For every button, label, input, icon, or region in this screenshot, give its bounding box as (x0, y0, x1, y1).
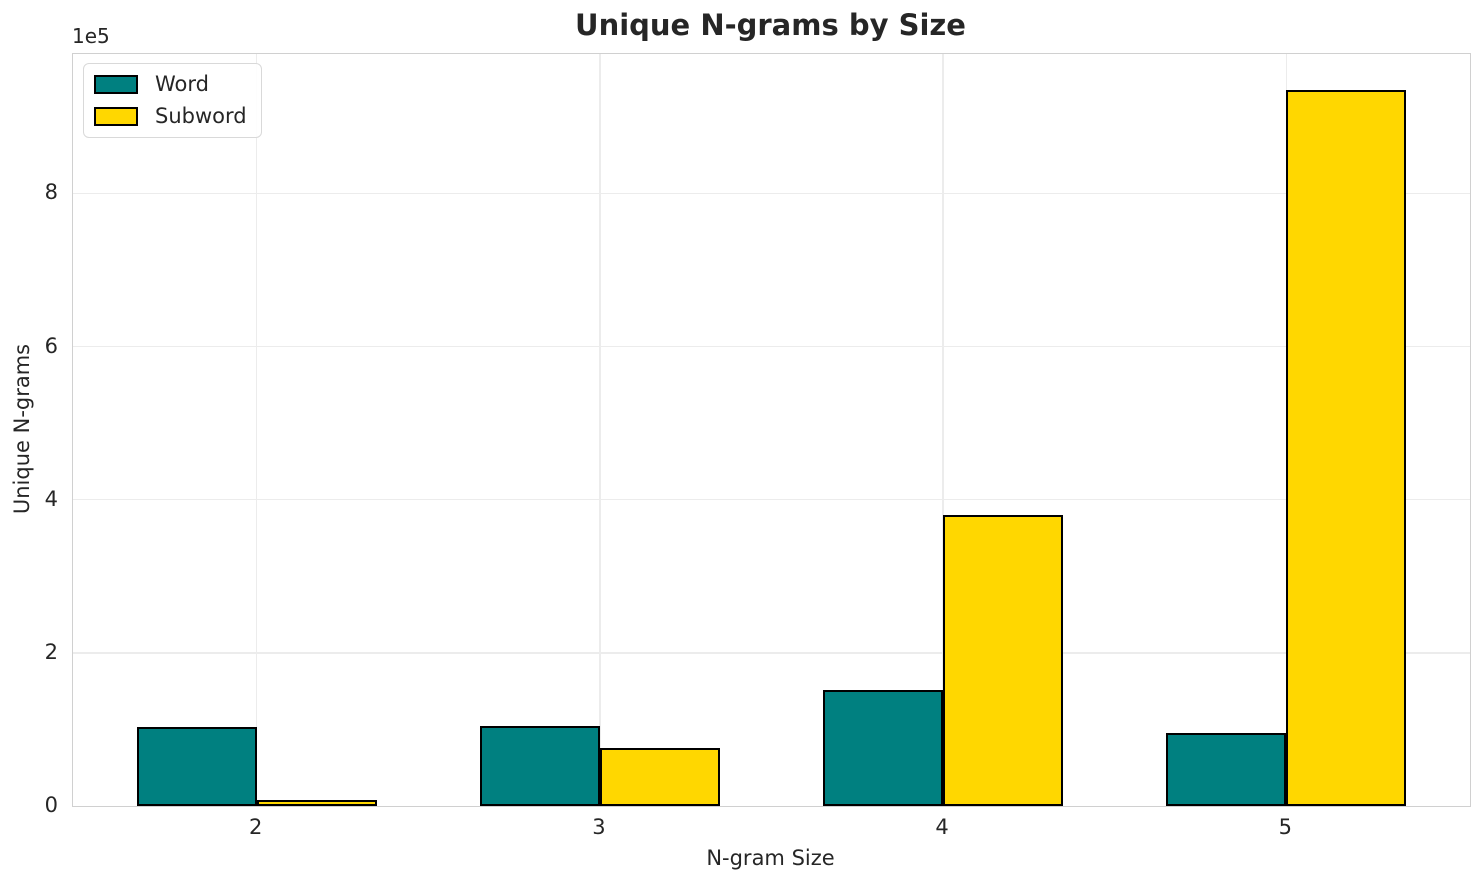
y-axis-offset-text: 1e5 (72, 24, 110, 48)
bar-word-2 (136, 727, 257, 806)
plot-area: Word Subword (72, 53, 1471, 807)
x-tick-label-2: 2 (248, 815, 263, 839)
y-tick-label-4: 4 (44, 486, 58, 511)
x-tick-label-5: 5 (1278, 815, 1293, 839)
gridline-horizontal (73, 345, 1470, 348)
legend-label-word: Word (155, 72, 209, 96)
y-tick-label-8: 8 (44, 180, 58, 205)
bar-word-4 (822, 689, 944, 806)
bar-subword-4 (943, 515, 1064, 806)
legend-swatch-word (94, 75, 138, 95)
gridline-vertical (255, 54, 258, 806)
gridline-horizontal (73, 192, 1470, 195)
y-tick-label-6: 6 (44, 333, 58, 358)
gridline-vertical (942, 54, 944, 806)
legend-label-subword: Subword (155, 104, 247, 129)
bar-subword-2 (256, 799, 377, 806)
gridline-horizontal (73, 498, 1470, 501)
bar-subword-5 (1286, 90, 1407, 806)
bar-subword-3 (599, 747, 720, 806)
y-axis-label: Unique N-grams (10, 343, 34, 515)
bar-word-3 (479, 726, 600, 806)
chart-title: Unique N-grams by Size (575, 8, 966, 42)
legend-item-subword: Subword (94, 104, 247, 129)
bar-word-5 (1166, 733, 1287, 806)
x-tick-label-3: 3 (592, 815, 606, 839)
y-tick-label-2: 2 (44, 639, 58, 664)
legend: Word Subword (83, 63, 262, 139)
gridline-horizontal (73, 652, 1470, 654)
x-axis-label: N-gram Size (706, 846, 835, 870)
y-tick-label-0: 0 (44, 793, 58, 817)
x-tick-label-4: 4 (935, 815, 949, 839)
legend-swatch-subword (94, 107, 138, 127)
legend-item-word: Word (94, 72, 247, 96)
gridline-vertical (599, 54, 601, 806)
